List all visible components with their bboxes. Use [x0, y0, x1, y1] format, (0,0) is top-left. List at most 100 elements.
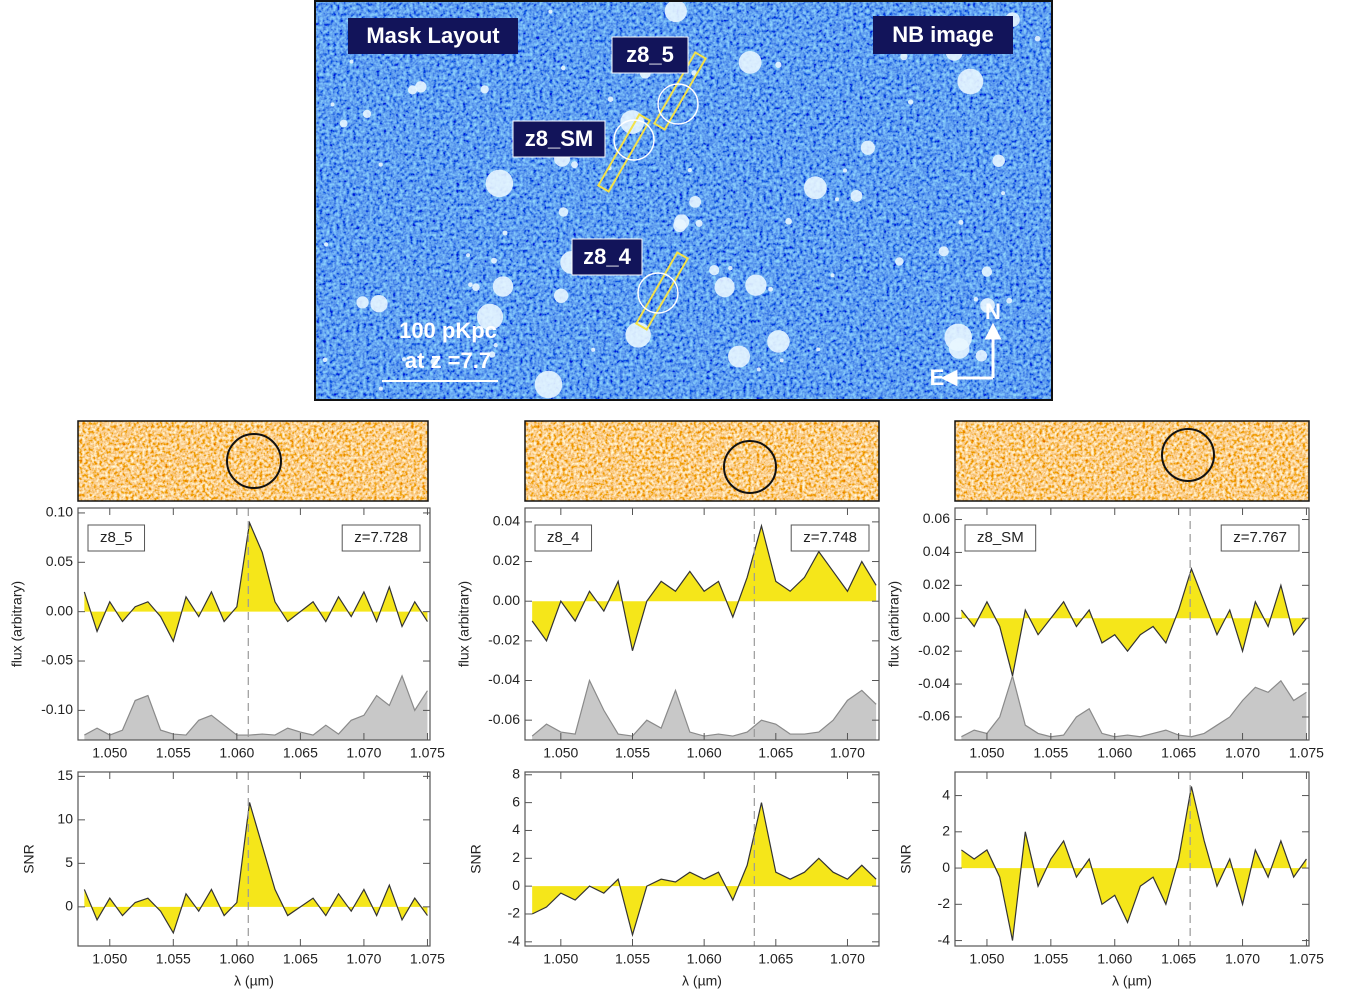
compass-label: E — [930, 365, 945, 390]
source — [860, 140, 875, 155]
plot-area — [525, 772, 879, 946]
source — [402, 357, 407, 362]
x-tick-label: 1.060 — [687, 745, 722, 761]
annotation: z=7.728 — [354, 529, 408, 546]
x-axis-label: λ (µm) — [234, 973, 274, 989]
series-line — [531, 802, 877, 938]
source — [938, 246, 949, 257]
strip-frame — [524, 420, 880, 502]
y-axis-label: flux (arbitrary) — [456, 581, 472, 667]
annotation-box — [534, 524, 593, 552]
series-line — [83, 520, 428, 643]
source — [591, 347, 596, 352]
series-line — [961, 786, 1307, 941]
y-tick-label: 0 — [512, 877, 520, 893]
source — [476, 303, 504, 331]
x-tick-label: 1.060 — [1097, 951, 1132, 967]
area-fill — [84, 522, 428, 642]
arrow-head — [984, 322, 1002, 340]
source — [775, 61, 782, 68]
x-tick-label: 1.065 — [1161, 745, 1196, 761]
y-tick-label: 5 — [65, 854, 73, 870]
x-tick-label: 1.050 — [543, 745, 578, 761]
strip-frame — [77, 420, 429, 502]
y-tick-label: -4 — [508, 933, 521, 949]
y-tick-label: 6 — [512, 793, 520, 809]
source-circle — [723, 440, 777, 494]
y-tick-label: 0.00 — [493, 592, 520, 608]
strip-frame — [954, 420, 1310, 502]
x-axis-label: λ (µm) — [1112, 973, 1152, 989]
x-tick-label: 1.065 — [758, 951, 793, 967]
image-title: NB image — [892, 22, 993, 47]
y-tick-label: -4 — [938, 931, 951, 947]
x-tick-label: 1.070 — [830, 951, 865, 967]
x-tick-label: 1.065 — [758, 745, 793, 761]
apertures — [613, 83, 699, 314]
source — [370, 295, 388, 313]
source — [502, 230, 508, 236]
area-fill — [84, 675, 428, 740]
source — [981, 266, 993, 277]
x-tick-label: 1.065 — [283, 951, 318, 967]
source — [493, 343, 498, 348]
source — [957, 68, 984, 95]
area-fill — [532, 680, 877, 740]
source — [738, 50, 762, 74]
source — [973, 296, 979, 302]
y-tick-label: -0.02 — [918, 642, 950, 658]
x-tick-label: 1.060 — [219, 745, 254, 761]
y-axis-label: flux (arbitrary) — [886, 581, 902, 667]
x-tick-label: 1.055 — [156, 951, 191, 967]
x-tick-label: 1.060 — [1097, 745, 1132, 761]
source — [687, 168, 692, 173]
source — [571, 161, 579, 169]
slits — [596, 51, 708, 331]
area-fill — [961, 786, 1307, 941]
source — [785, 217, 792, 225]
aperture — [657, 83, 699, 125]
scale-label: at z =7.7 — [405, 348, 491, 373]
source — [466, 253, 471, 258]
source — [756, 367, 761, 372]
target-label: z8_4 — [583, 244, 631, 269]
source — [339, 119, 348, 128]
y-tick-label: 2 — [512, 849, 520, 865]
source — [378, 162, 383, 167]
source — [322, 357, 328, 363]
nb-image: Mask Layout NB image z8_5 z8_SM z8_4 100… — [314, 0, 1053, 401]
x-tick-label: 1.050 — [92, 951, 127, 967]
plot-frame — [524, 771, 880, 947]
y-tick-label: 0 — [942, 859, 950, 875]
source — [830, 273, 835, 278]
source — [472, 283, 480, 291]
y-axis-label: SNR — [898, 844, 914, 874]
source — [728, 345, 751, 368]
source — [834, 197, 839, 202]
x-tick-label: 1.055 — [615, 951, 650, 967]
source — [468, 282, 473, 288]
aperture — [637, 272, 679, 314]
x-tick-label: 1.075 — [410, 745, 445, 761]
y-tick-label: -0.04 — [918, 675, 950, 691]
x-tick-label: 1.055 — [1033, 745, 1068, 761]
y-tick-label: 10 — [57, 811, 73, 827]
y-axis-label: SNR — [21, 844, 37, 874]
annotation-box — [87, 524, 146, 552]
label-box — [873, 16, 1013, 54]
x-tick-label: 1.070 — [830, 745, 865, 761]
compass-label: N — [985, 299, 1001, 324]
x-axis-label: λ (µm) — [682, 973, 722, 989]
x-tick-label: 1.050 — [969, 745, 1004, 761]
source — [779, 358, 784, 363]
spectrum-2d — [954, 420, 1310, 502]
x-tick-label: 1.055 — [615, 745, 650, 761]
plot-frame — [954, 771, 1310, 947]
y-tick-label: 4 — [942, 786, 950, 802]
spectra-2d — [77, 420, 1310, 502]
annotation-box — [1220, 524, 1300, 552]
series-line — [84, 674, 428, 736]
source — [1006, 297, 1013, 304]
target-label: z8_5 — [626, 42, 674, 67]
